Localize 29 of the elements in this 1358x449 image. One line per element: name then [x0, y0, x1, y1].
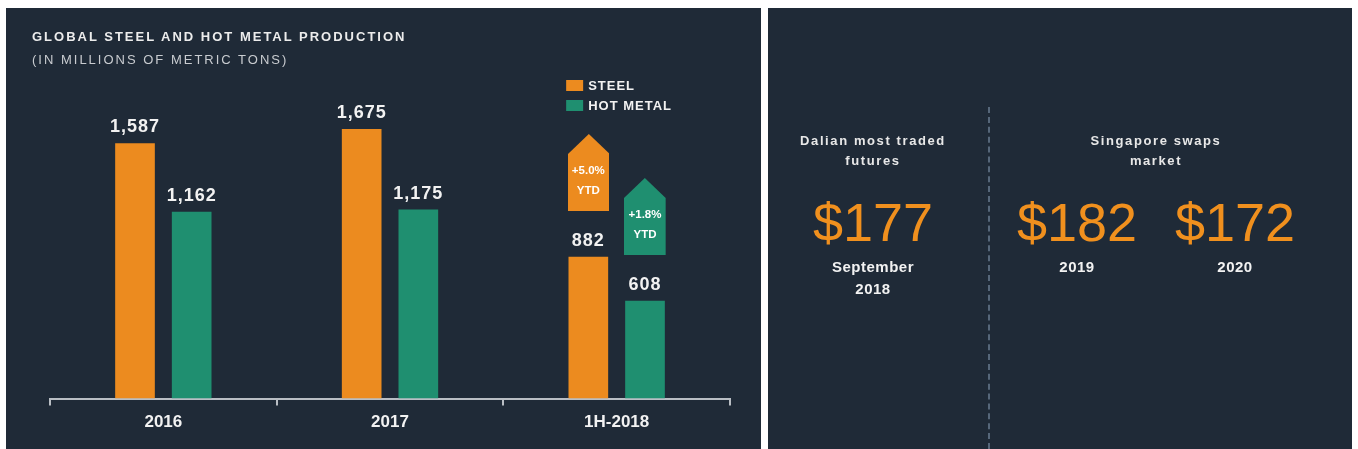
category-label: 2020	[1217, 257, 1253, 277]
text: Singapore swaps market	[1089, 132, 1223, 170]
x-tick-label: 2017	[371, 412, 409, 432]
data-label: 1,587	[109, 116, 161, 137]
annotation: +5.0% YTD	[570, 162, 606, 198]
legend-label: HOT METAL	[588, 97, 672, 113]
text: $172	[1174, 192, 1296, 252]
data-label: 608	[628, 273, 662, 294]
category-label: September 2018	[831, 257, 915, 299]
bar	[625, 300, 665, 399]
data-label: 1,675	[336, 102, 387, 123]
annotation: +1.8% YTD	[627, 206, 663, 242]
x-tick-label: 2016	[144, 412, 183, 432]
bar	[115, 143, 155, 399]
text: Dalian most traded futures	[799, 132, 947, 170]
bar	[171, 211, 212, 399]
bar	[568, 256, 609, 399]
chart-title: GLOBAL STEEL AND HOT METAL PRODUCTION	[32, 29, 407, 45]
data-label: 1,175	[393, 182, 444, 203]
bar	[398, 209, 439, 399]
text: $177	[812, 192, 934, 252]
text: $182	[1016, 192, 1138, 252]
legend-label: STEEL	[588, 77, 636, 93]
chart-subtitle: (IN MILLIONS OF METRIC TONS)	[32, 52, 289, 68]
category-label: 2019	[1059, 257, 1095, 277]
x-tick-label: 1H-2018	[584, 412, 650, 432]
bar	[341, 129, 382, 399]
data-label: 882	[571, 229, 605, 250]
data-label: 1,162	[166, 184, 217, 205]
